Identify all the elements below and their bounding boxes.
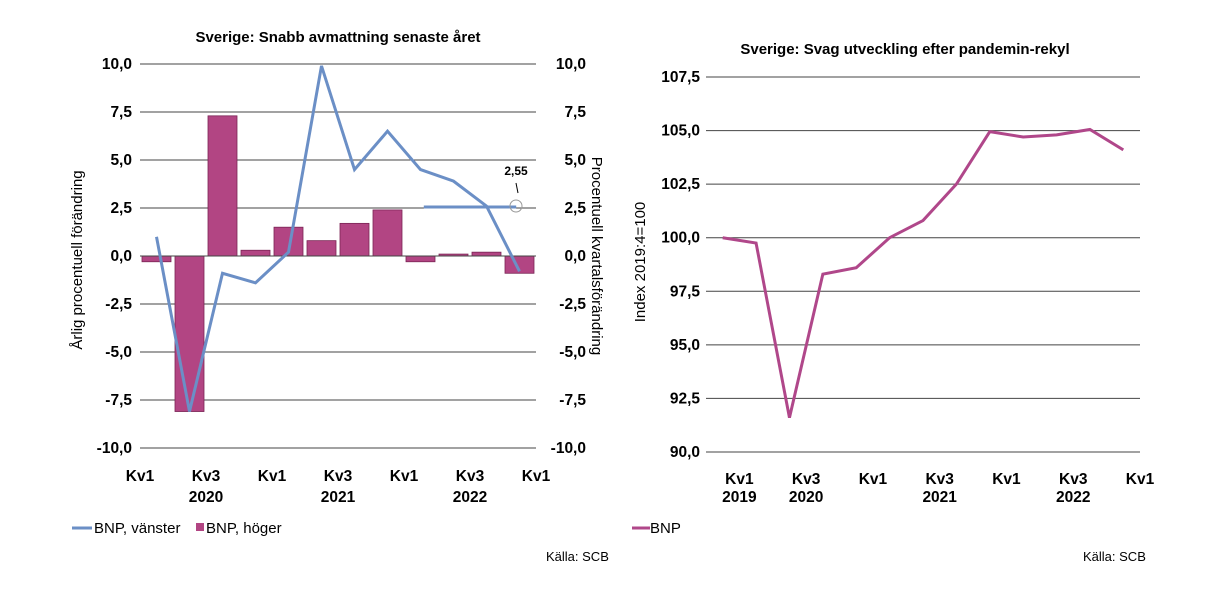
- xtick-quarter-label: Kv3: [192, 468, 221, 485]
- chart-index: Sverige: Svag utveckling efter pandemin-…: [632, 41, 1155, 564]
- bar: [141, 255, 172, 263]
- ytick-label: 100,0: [661, 230, 700, 247]
- xtick-year-label: 2022: [1056, 489, 1090, 506]
- bar: [306, 240, 337, 257]
- xtick-quarter-label: Kv1: [992, 471, 1021, 488]
- xtick-year-label: 2019: [722, 489, 757, 506]
- ytick-left-label: 7,5: [110, 104, 132, 121]
- bar: [339, 222, 370, 257]
- ytick-left-label: 5,0: [110, 152, 132, 169]
- ytick-left-label: 0,0: [110, 248, 132, 265]
- chart-growth-annotation: 2,55: [504, 164, 528, 213]
- xtick-quarter-label: Kv1: [1126, 471, 1155, 488]
- ytick-left-label: -10,0: [97, 440, 132, 457]
- ytick-right-label: -7,5: [559, 392, 586, 409]
- chart-index-legend: BNP: [632, 520, 681, 537]
- xtick-year-label: 2020: [189, 489, 223, 506]
- xtick-quarter-label: Kv3: [456, 468, 485, 485]
- xtick-quarter-label: Kv1: [859, 471, 888, 488]
- chart-growth: Sverige: Snabb avmattning senaste året 1…: [69, 29, 609, 564]
- annotation-label: 2,55: [504, 164, 528, 178]
- chart-growth-left-ticks: 10,0 7,5 5,0 2,5 0,0 -2,5 -5,0 -7,5 -10,0: [97, 56, 133, 457]
- xtick-quarter-label: Kv1: [126, 468, 155, 485]
- chart-growth-ylabel-left: Årlig procentuell förändring: [69, 170, 86, 349]
- chart-growth-title: Sverige: Snabb avmattning senaste året: [195, 29, 480, 46]
- ytick-right-label: 0,0: [564, 248, 586, 265]
- xtick-year-label: 2021: [321, 489, 356, 506]
- series-line: [722, 127, 1125, 419]
- chart-growth-right-ticks: 10,0 7,5 5,0 2,5 0,0 -2,5 -5,0 -7,5 -10,0: [551, 56, 587, 457]
- bar: [405, 255, 436, 263]
- xtick-year-label: 2022: [453, 489, 487, 506]
- ytick-label: 92,5: [670, 390, 701, 407]
- annotation-marker: [509, 199, 523, 213]
- ytick-left-label: -7,5: [105, 392, 132, 409]
- legend-line-label: BNP, vänster: [94, 520, 180, 537]
- ytick-label: 102,5: [661, 176, 700, 193]
- xtick-quarter-label: Kv3: [792, 471, 821, 488]
- xtick-quarter-label: Kv1: [258, 468, 287, 485]
- ytick-label: 107,5: [661, 69, 700, 86]
- annotation-leader: [515, 182, 519, 194]
- bar: [372, 209, 403, 257]
- ytick-right-label: 2,5: [564, 200, 586, 217]
- ytick-label: 97,5: [670, 283, 701, 300]
- chart-growth-lines: [155, 65, 521, 412]
- chart-growth-ylabel-right: Procentuell kvartalsförändring: [588, 157, 605, 355]
- xtick-quarter-label: Kv1: [522, 468, 551, 485]
- chart-index-lines: [722, 127, 1125, 419]
- xtick-year-label: 2021: [922, 489, 957, 506]
- legend-bar-swatch: [196, 523, 204, 531]
- ytick-label: 90,0: [670, 444, 700, 461]
- ytick-left-label: 10,0: [102, 56, 132, 73]
- bar: [174, 255, 205, 412]
- chart-index-gridlines: [706, 76, 1140, 453]
- chart-index-ylabel: Index 2019:4=100: [632, 202, 649, 323]
- xtick-quarter-label: Kv3: [925, 471, 954, 488]
- bar: [207, 115, 238, 257]
- legend-line-label: BNP: [650, 520, 681, 537]
- ytick-right-label: -2,5: [559, 296, 586, 313]
- ytick-right-label: 5,0: [564, 152, 586, 169]
- chart-index-source: Källa: SCB: [1083, 549, 1146, 564]
- bar: [240, 249, 271, 257]
- series-line: [155, 65, 521, 412]
- ytick-label: 95,0: [670, 337, 700, 354]
- bar: [471, 251, 502, 257]
- ytick-right-label: -5,0: [559, 344, 586, 361]
- ytick-right-label: 10,0: [556, 56, 586, 73]
- xtick-quarter-label: Kv3: [324, 468, 353, 485]
- ytick-left-label: -5,0: [105, 344, 132, 361]
- chart-growth-x-ticks: Kv1 Kv3 2020 Kv1 Kv3 2021 Kv1 Kv3 2022 Kv1: [126, 468, 551, 506]
- ytick-left-label: 2,5: [110, 200, 132, 217]
- chart-growth-source: Källa: SCB: [546, 549, 609, 564]
- xtick-quarter-label: Kv3: [1059, 471, 1088, 488]
- xtick-quarter-label: Kv1: [725, 471, 754, 488]
- ytick-right-label: -10,0: [551, 440, 586, 457]
- chart-index-y-ticks: 107,5 105,0 102,5 100,0 97,5 95,0 92,5 90,0: [661, 69, 700, 461]
- ytick-label: 105,0: [661, 123, 700, 140]
- chart-growth-legend: BNP, vänster BNP, höger: [72, 520, 282, 537]
- legend-bar-label: BNP, höger: [206, 520, 282, 537]
- ytick-right-label: 7,5: [564, 104, 586, 121]
- ytick-left-label: -2,5: [105, 296, 132, 313]
- xtick-year-label: 2020: [789, 489, 823, 506]
- chart-index-title: Sverige: Svag utveckling efter pandemin-…: [740, 41, 1069, 58]
- xtick-quarter-label: Kv1: [390, 468, 419, 485]
